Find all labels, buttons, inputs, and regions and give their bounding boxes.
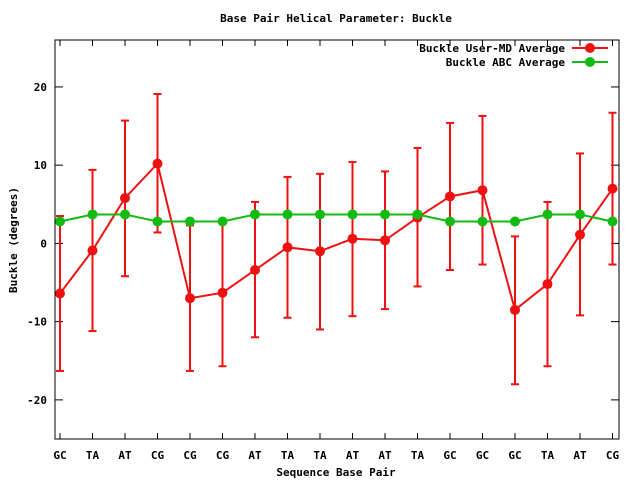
user-md-point (120, 193, 130, 204)
user-md-point (477, 185, 488, 196)
x-tick-label: TA (313, 449, 327, 462)
user-md-point (185, 293, 195, 304)
x-tick-label: TA (86, 449, 100, 462)
user-md-point (87, 245, 98, 256)
abc-point (542, 209, 553, 220)
y-axis-label: Buckle (degrees) (7, 187, 20, 293)
abc-point (282, 209, 293, 220)
abc-point (477, 216, 488, 227)
abc-point (445, 216, 455, 227)
y-tick-label: 20 (34, 81, 47, 94)
abc-point (152, 216, 163, 227)
series-layer (55, 92, 618, 386)
x-tick-label: CG (216, 449, 230, 462)
x-tick-label: GC (476, 449, 489, 462)
user-md-point (510, 304, 520, 315)
x-tick-label: GC (53, 449, 66, 462)
abc-point (412, 209, 423, 220)
x-tick-label: TA (281, 449, 295, 462)
y-tick-label: 10 (34, 159, 47, 172)
x-tick-label: CG (183, 449, 197, 462)
user-md-point (315, 246, 325, 257)
user-md-point (282, 242, 293, 253)
user-md-point (347, 233, 358, 244)
plot-axes: -20 -10 0 10 20 GC TA AT CG CG CG AT TA TA AT AT TA GC GC G… (27, 40, 619, 462)
user-md-point (607, 183, 618, 194)
x-tick-label: AT (118, 449, 132, 462)
x-tick-label: AT (378, 449, 392, 462)
user-md-point (55, 288, 65, 299)
user-md-point (380, 235, 390, 246)
x-tick-label: CG (606, 449, 620, 462)
series-line (59, 161, 614, 312)
plot-frame (54, 39, 620, 440)
abc-point (217, 216, 228, 227)
x-tick-label: TA (411, 449, 425, 462)
y-tick-label: -10 (27, 316, 47, 329)
x-tick-label: CG (151, 449, 165, 462)
user-md-point (445, 191, 455, 202)
abc-point (120, 209, 130, 220)
user-md-point (152, 158, 163, 169)
abc-point (347, 209, 358, 220)
x-tick-label: AT (248, 449, 262, 462)
abc-point (250, 209, 260, 220)
legend-marker (585, 43, 595, 53)
user-md-point (217, 287, 228, 298)
x-tick-label: AT (346, 449, 360, 462)
x-tick-label: GC (443, 449, 456, 462)
abc-point (315, 209, 325, 220)
abc-point (607, 216, 618, 227)
abc-point (380, 209, 390, 220)
abc-point (55, 216, 65, 227)
legend-label: Buckle User-MD Average (419, 42, 565, 55)
user-md-point (250, 265, 260, 276)
user-md-point (542, 279, 553, 290)
abc-point (87, 209, 98, 220)
y-tick-label: -20 (27, 394, 47, 407)
user-md-point (575, 229, 585, 240)
chart-title: Base Pair Helical Parameter: Buckle (220, 12, 452, 25)
abc-point (575, 209, 585, 220)
legend-marker (585, 57, 595, 67)
series-line (59, 213, 613, 223)
abc-point (185, 216, 195, 227)
x-axis-label: Sequence Base Pair (276, 466, 396, 479)
abc-point (510, 216, 520, 227)
x-tick-label: TA (541, 449, 555, 462)
x-tick-label: AT (573, 449, 587, 462)
y-tick-label: 0 (40, 237, 47, 250)
x-tick-label: GC (508, 449, 521, 462)
legend-label: Buckle ABC Average (446, 56, 566, 69)
